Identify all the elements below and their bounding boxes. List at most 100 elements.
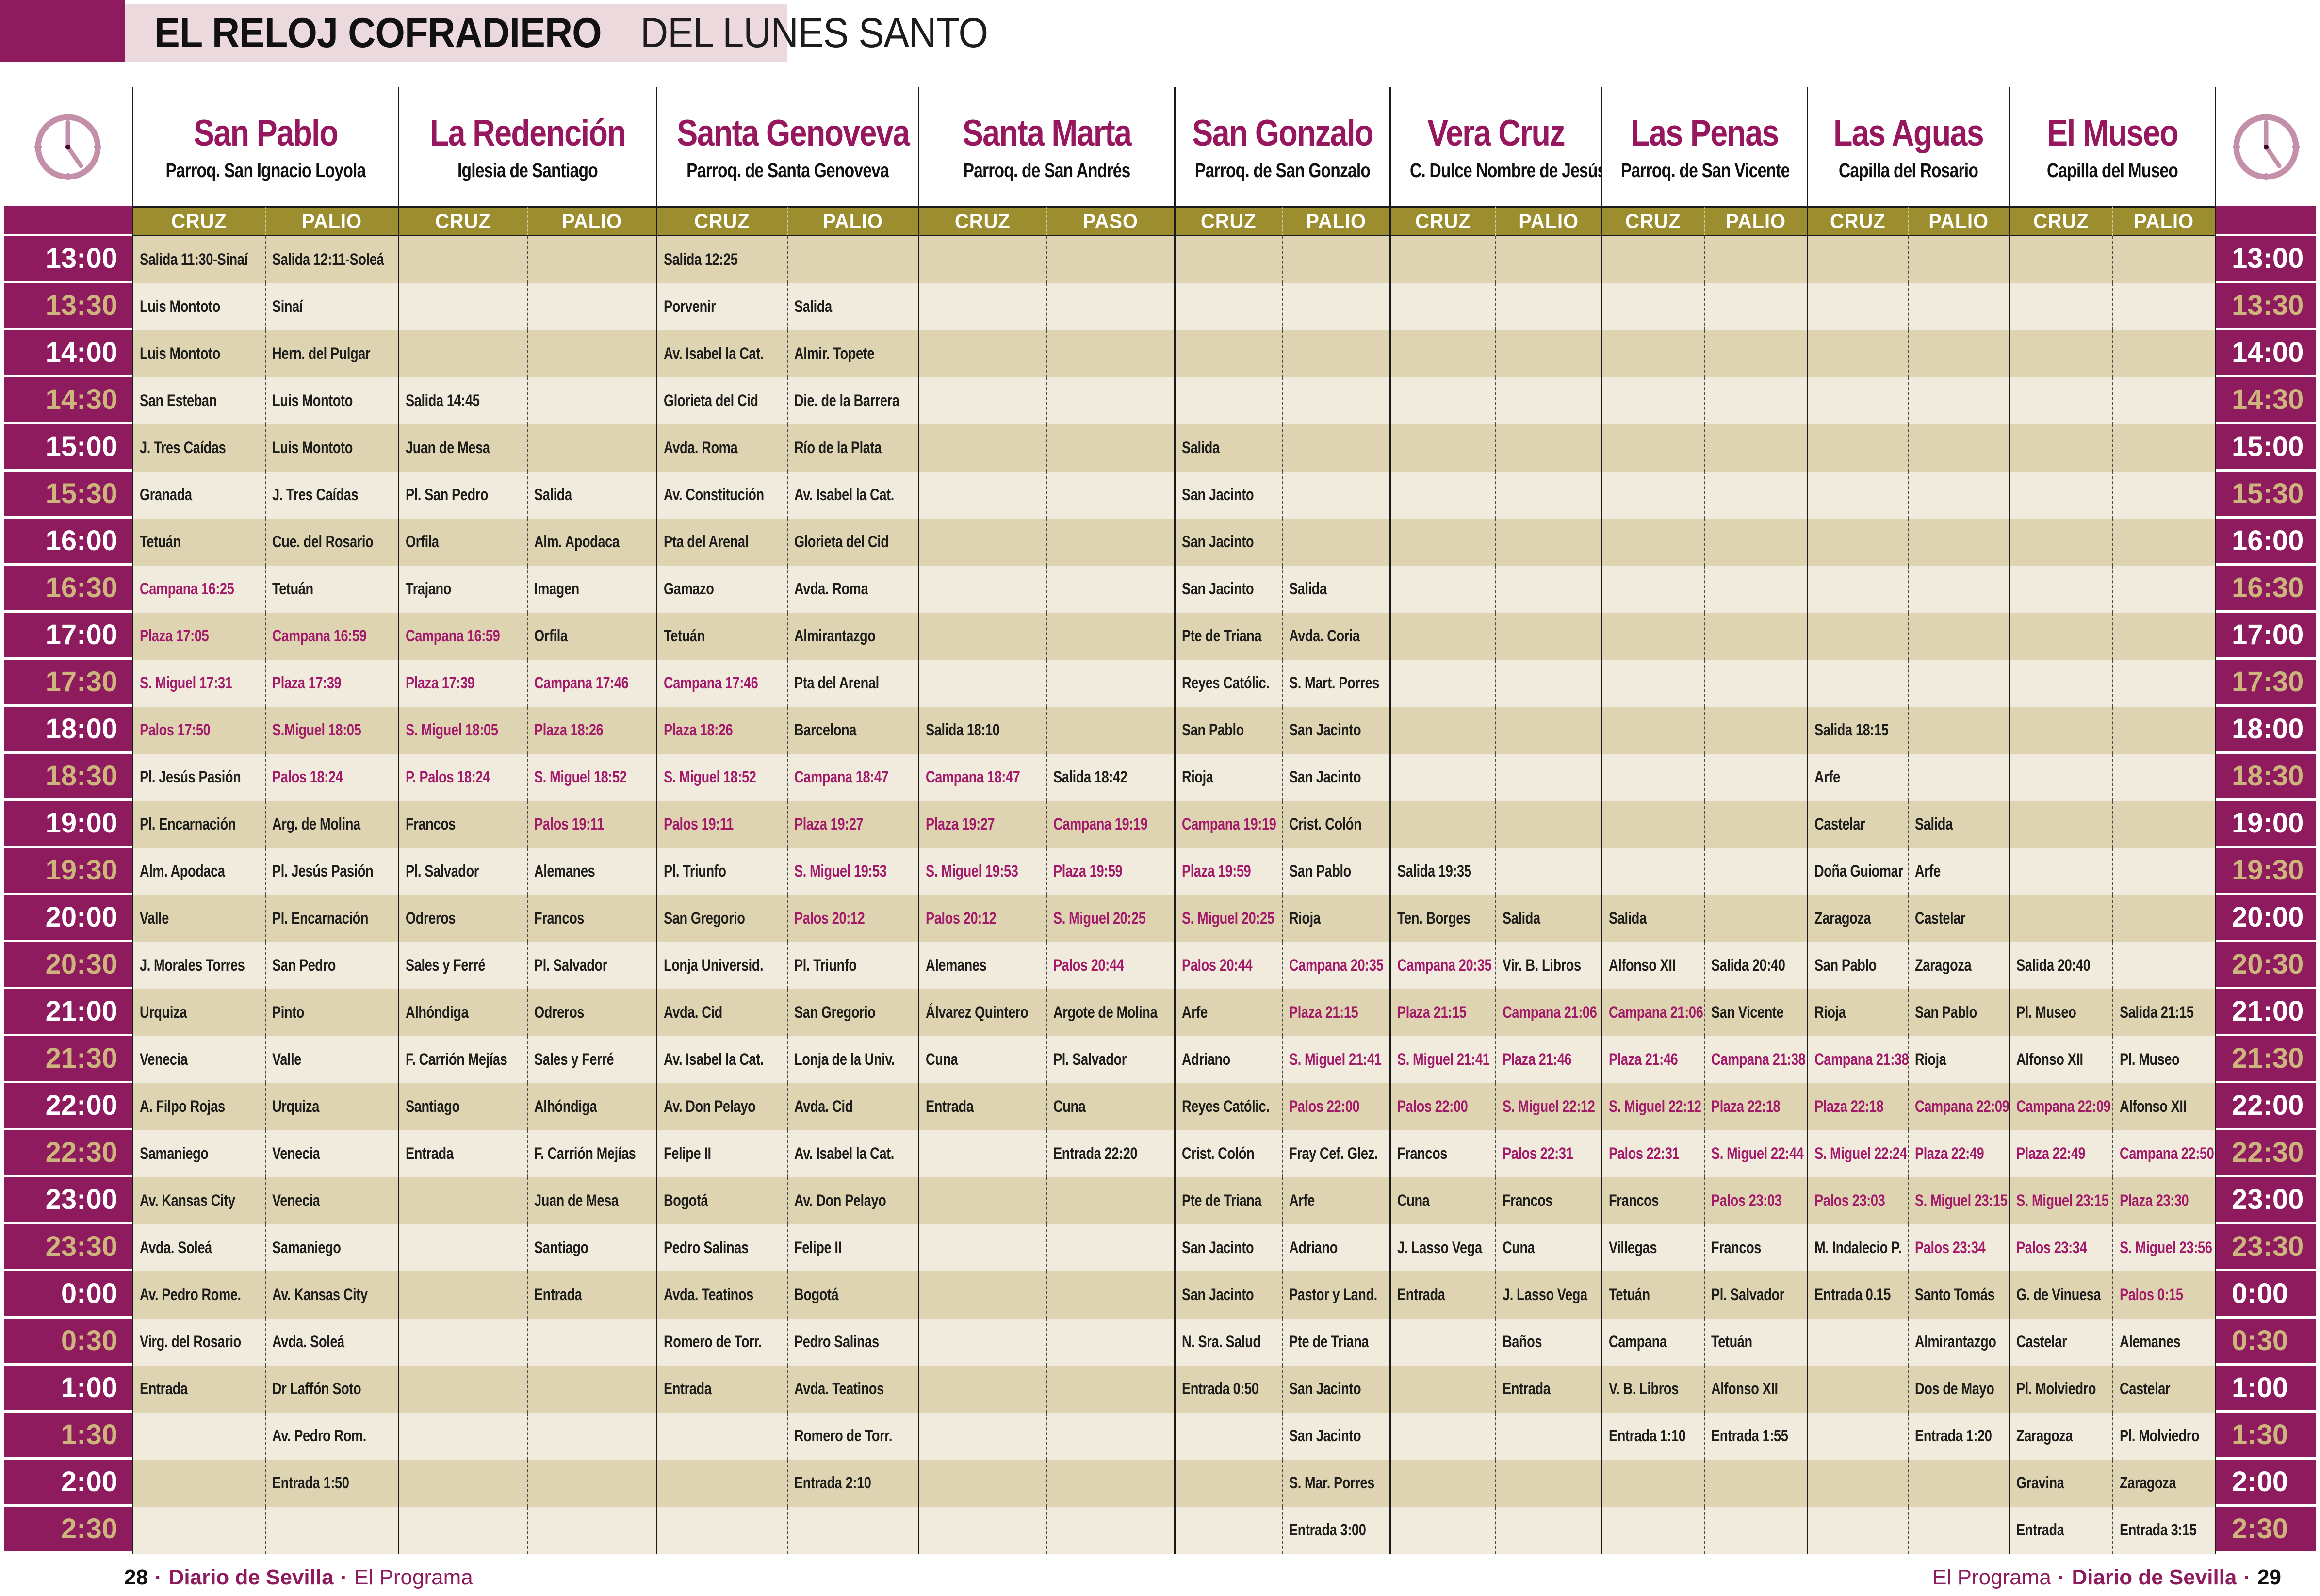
timetable-cell bbox=[1807, 660, 1908, 707]
timetable-cell bbox=[1601, 1507, 1704, 1554]
timetable-cell: Avda. Roma bbox=[787, 566, 918, 613]
timetable-cell: Palos 19:11 bbox=[656, 801, 787, 848]
timetable-cell: Campana 17:46 bbox=[656, 660, 787, 707]
time-label-right: 21:00 bbox=[2216, 989, 2316, 1036]
timetable-cell: J. Lasso Vega bbox=[1389, 1224, 1495, 1271]
timetable-cell: S. Miguel 23:56 bbox=[2112, 1224, 2216, 1271]
timetable-cell bbox=[918, 1130, 1046, 1177]
program-name: El Programa bbox=[1932, 1565, 2051, 1589]
timetable-cell: Trajano bbox=[398, 566, 527, 613]
timetable-cell bbox=[1046, 660, 1174, 707]
timetable-cell bbox=[2112, 519, 2216, 566]
timetable-cell bbox=[1807, 283, 1908, 330]
timetable-cell bbox=[1601, 1460, 1704, 1507]
time-label-left: 2:00 bbox=[4, 1460, 132, 1507]
timetable-cell bbox=[527, 377, 656, 424]
timetable-cell: Urquiza bbox=[132, 989, 265, 1036]
timetable-cell: S. Miguel 21:41 bbox=[1282, 1036, 1389, 1083]
timetable-cell: Plaza 17:39 bbox=[265, 660, 398, 707]
timetable-cell: S. Miguel 19:53 bbox=[918, 848, 1046, 895]
timetable-cell bbox=[398, 1366, 527, 1413]
time-label-right: 18:00 bbox=[2216, 707, 2316, 754]
timetable-cell bbox=[1046, 377, 1174, 424]
timetable-cell bbox=[2112, 942, 2216, 989]
timetable-cell: Salida 18:42 bbox=[1046, 754, 1174, 801]
timetable-cell bbox=[1704, 895, 1807, 942]
timetable-cell: Castelar bbox=[1908, 895, 2009, 942]
time-label-right: 22:00 bbox=[2216, 1083, 2316, 1130]
timetable-cell bbox=[527, 1413, 656, 1460]
timetable-cell: Plaza 19:59 bbox=[1174, 848, 1282, 895]
clock-icon bbox=[32, 111, 104, 183]
timetable-cell bbox=[1807, 236, 1908, 283]
timetable-cell bbox=[656, 1507, 787, 1554]
time-column-cap-right bbox=[2216, 206, 2316, 236]
timetable-cell bbox=[1174, 330, 1282, 377]
timetable-cell: Campana 16:59 bbox=[265, 613, 398, 660]
timetable-cell: Pl. San Pedro bbox=[398, 472, 527, 519]
timetable-cell: Vir. B. Libros bbox=[1495, 942, 1601, 989]
timetable-cell: Entrada bbox=[527, 1271, 656, 1319]
timetable-cell bbox=[1046, 519, 1174, 566]
timetable-cell: Salida 20:40 bbox=[1704, 942, 1807, 989]
timetable-cell: San Gregorio bbox=[787, 989, 918, 1036]
timetable-cell bbox=[1908, 754, 2009, 801]
timetable-cell bbox=[1601, 801, 1704, 848]
group-church: Parroq. de San Andrés bbox=[963, 159, 1131, 181]
timetable-cell: Virg. del Rosario bbox=[132, 1319, 265, 1366]
timetable-cell bbox=[1282, 519, 1389, 566]
timetable-cell: Alemanes bbox=[918, 942, 1046, 989]
timetable-cell: Argote de Molina bbox=[1046, 989, 1174, 1036]
timetable-cell bbox=[1601, 472, 1704, 519]
time-label-left: 16:30 bbox=[4, 566, 132, 613]
timetable-cell: Tetuán bbox=[656, 613, 787, 660]
time-column-cap-left bbox=[4, 206, 132, 236]
timetable-cell bbox=[1389, 283, 1495, 330]
timetable-cell: Alemanes bbox=[2112, 1319, 2216, 1366]
timetable-cell: Entrada 1:10 bbox=[1601, 1413, 1704, 1460]
timetable-cell: Gamazo bbox=[656, 566, 787, 613]
timetable-cell: Samaniego bbox=[265, 1224, 398, 1271]
timetable-cell: Pastor y Land. bbox=[1282, 1271, 1389, 1319]
timetable-cell bbox=[1046, 472, 1174, 519]
timetable-cell bbox=[1807, 1319, 1908, 1366]
timetable-cell bbox=[1704, 472, 1807, 519]
group-church: Capilla del Museo bbox=[2046, 159, 2178, 181]
timetable-cell bbox=[398, 1507, 527, 1554]
timetable-cell: Palos 20:12 bbox=[918, 895, 1046, 942]
timetable-cell: Doña Guiomar bbox=[1807, 848, 1908, 895]
timetable-cell bbox=[1282, 377, 1389, 424]
timetable-cell bbox=[1704, 236, 1807, 283]
timetable-cell: Av. Isabel la Cat. bbox=[656, 1036, 787, 1083]
timetable-cell bbox=[1908, 330, 2009, 377]
timetable-cell bbox=[1282, 236, 1389, 283]
timetable-cell bbox=[1908, 1507, 2009, 1554]
timetable-cell bbox=[398, 1460, 527, 1507]
group-header-santa-marta: Santa Marta Parroq. de San Andrés bbox=[918, 87, 1174, 206]
timetable-cell bbox=[1807, 519, 1908, 566]
timetable-cell: San Jacinto bbox=[1174, 519, 1282, 566]
timetable-cell: Salida bbox=[1282, 566, 1389, 613]
timetable-cell: Valle bbox=[265, 1036, 398, 1083]
group-name: Las Penas bbox=[1631, 112, 1779, 154]
timetable-cell bbox=[656, 1460, 787, 1507]
timetable-cell bbox=[1389, 236, 1495, 283]
timetable-cell: Orfila bbox=[398, 519, 527, 566]
timetable-cell: Dr Laffón Soto bbox=[265, 1366, 398, 1413]
time-label-left: 23:30 bbox=[4, 1224, 132, 1271]
time-label-left: 0:00 bbox=[4, 1271, 132, 1319]
timetable-cell bbox=[1495, 519, 1601, 566]
timetable-cell bbox=[2112, 283, 2216, 330]
time-label-right: 0:00 bbox=[2216, 1271, 2316, 1319]
timetable-cell: Valle bbox=[132, 895, 265, 942]
group-header-san-pablo: San Pablo Parroq. San Ignacio Loyola bbox=[132, 87, 398, 206]
timetable-cell: Plaza 22:18 bbox=[1704, 1083, 1807, 1130]
timetable-cell bbox=[1174, 236, 1282, 283]
timetable-cell bbox=[1807, 330, 1908, 377]
timetable-cell: Av. Isabel la Cat. bbox=[787, 1130, 918, 1177]
timetable-cell: Entrada bbox=[1389, 1271, 1495, 1319]
timetable-cell: S. Mart. Porres bbox=[1282, 660, 1389, 707]
timetable-cell bbox=[1389, 330, 1495, 377]
timetable-cell bbox=[132, 1460, 265, 1507]
time-label-right: 16:30 bbox=[2216, 566, 2316, 613]
